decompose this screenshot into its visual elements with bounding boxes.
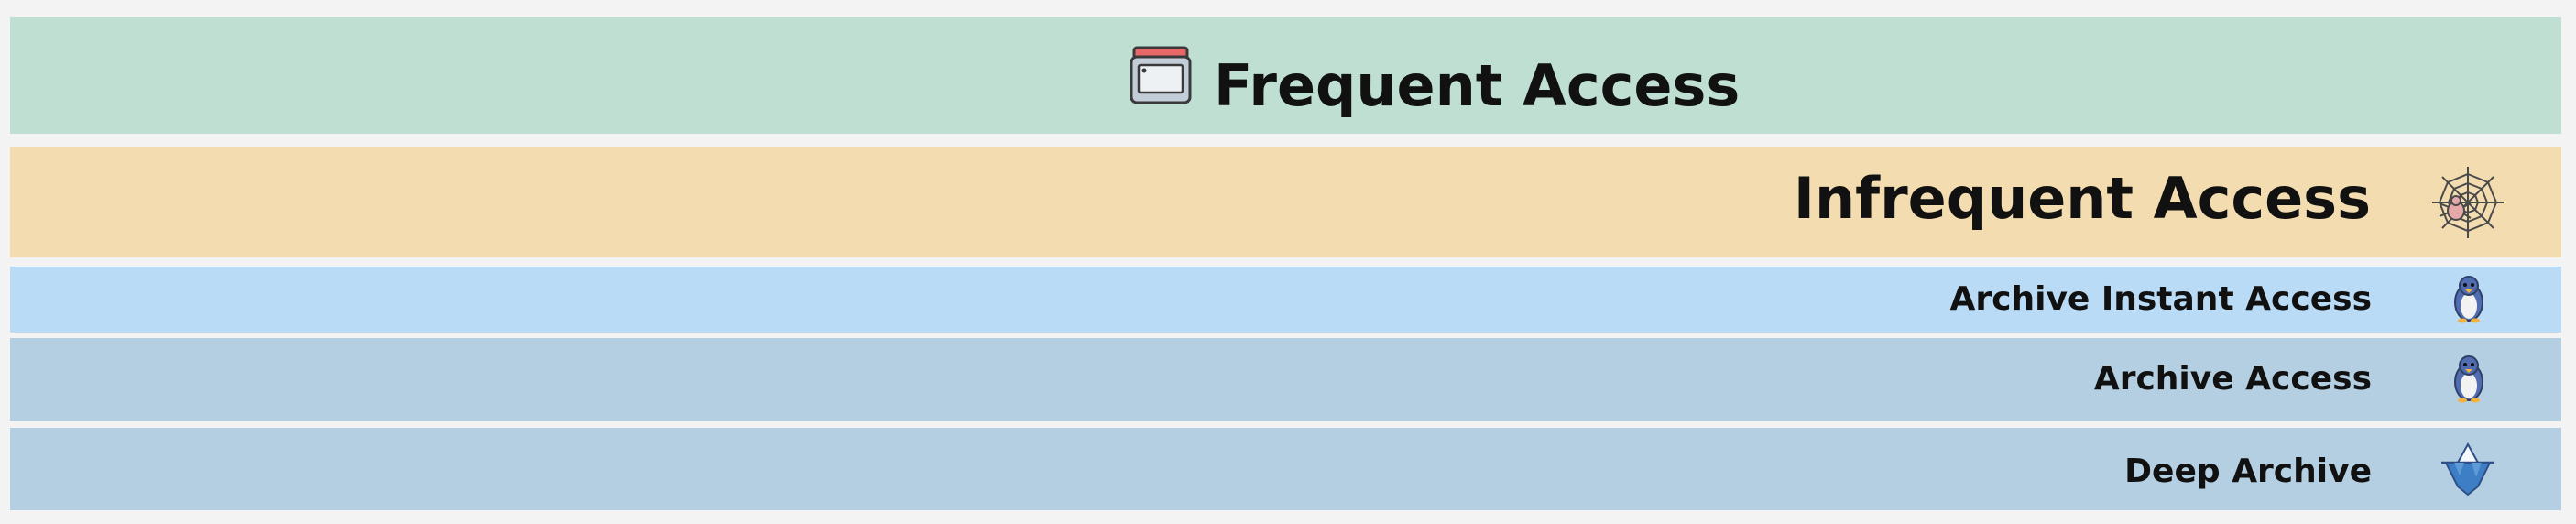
tier-deep-archive: Deep Archive — [10, 428, 2561, 510]
tier-label: Archive Instant Access — [1949, 280, 2372, 318]
bucket-icon — [1130, 46, 1192, 104]
iceberg-icon — [2441, 442, 2494, 497]
tier-label: Archive Access — [2093, 360, 2372, 398]
tier-label: Deep Archive — [2124, 453, 2372, 490]
penguin-icon — [2454, 355, 2483, 403]
penguin-icon — [2454, 276, 2483, 323]
tier-label: Infrequent Access — [1793, 165, 2371, 232]
tier-frequent-access: Frequent Access — [10, 17, 2561, 134]
tier-infrequent-access: Infrequent Access — [10, 147, 2561, 257]
tier-label: Frequent Access — [1214, 52, 1741, 119]
spider-web-icon — [2432, 167, 2504, 238]
tier-archive-access: Archive Access — [10, 338, 2561, 421]
tier-archive-instant-access: Archive Instant Access — [10, 267, 2561, 333]
